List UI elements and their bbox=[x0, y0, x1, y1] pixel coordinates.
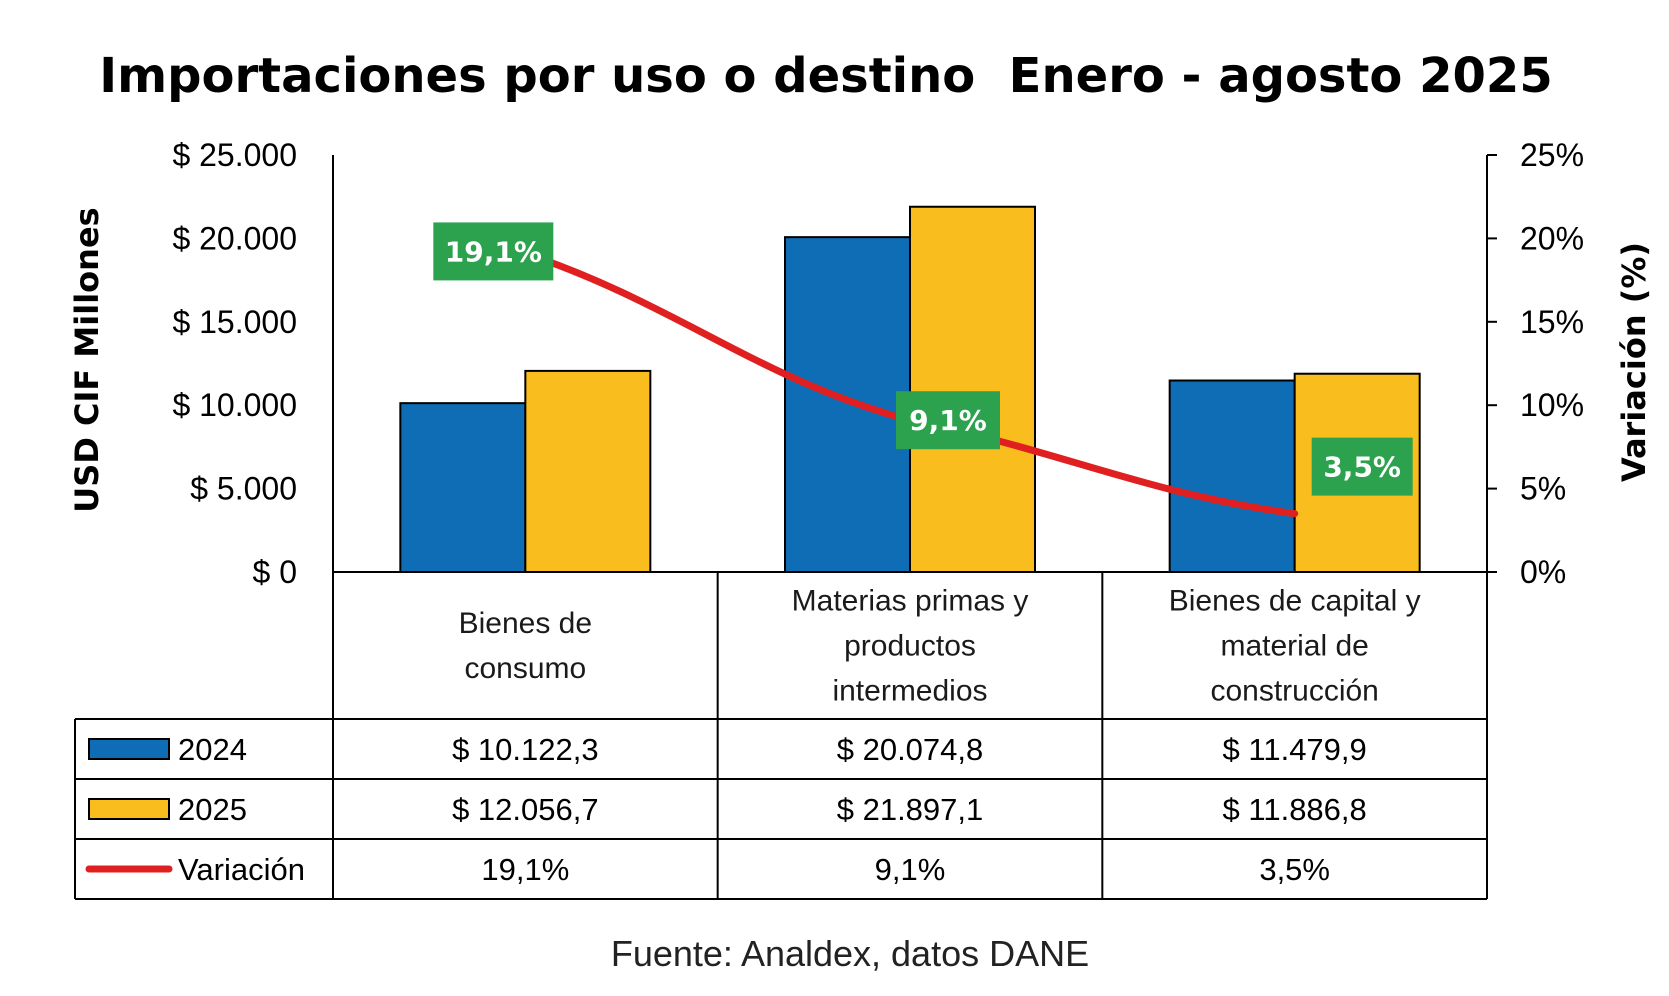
chart-title: Importaciones por uso o destino Enero - … bbox=[99, 48, 1552, 104]
table-cell: 3,5% bbox=[1259, 852, 1330, 887]
bar-2025-2 bbox=[909, 205, 1036, 573]
y2-tick-label: 10% bbox=[1520, 387, 1584, 423]
table-cell: 19,1% bbox=[481, 852, 569, 887]
y-tick-label: $ 25.000 bbox=[172, 137, 297, 173]
data-label-box bbox=[1311, 437, 1413, 496]
data-label: 9,1% bbox=[909, 404, 987, 437]
data-table: Bienes de consumo Materias primas y product… bbox=[74, 571, 1488, 900]
y2-tick-label: 0% bbox=[1520, 554, 1566, 590]
table-cell: $ 21.897,1 bbox=[837, 792, 984, 827]
source-note: Fuente: Analdex, datos DANE bbox=[611, 933, 1089, 974]
y-tick-label: $ 20.000 bbox=[172, 220, 297, 256]
legend-swatch-2024 bbox=[88, 738, 170, 760]
legend-swatch-2025 bbox=[88, 798, 170, 820]
y-tick-label: $ 15.000 bbox=[172, 304, 297, 340]
category-label-line: Bienes de capital y bbox=[1169, 585, 1421, 618]
category-label-line: material de bbox=[1220, 630, 1368, 663]
y-tick-label: $ 0 bbox=[253, 554, 297, 590]
bar-2024-3 bbox=[1168, 379, 1296, 573]
bar-2025-1 bbox=[524, 369, 652, 574]
legend-label: 2024 bbox=[178, 732, 247, 767]
category-label: Bienes de consumo bbox=[459, 607, 592, 685]
table-cell: $ 11.886,8 bbox=[1223, 792, 1367, 827]
table-cell: $ 11.479,9 bbox=[1223, 732, 1367, 767]
category-label: Bienes de capital y material de construcci… bbox=[1169, 585, 1421, 708]
axes: $ 0 $ 5.000 $ 10.000 $ 15.000 $ 20.000 $ 25.0… bbox=[172, 137, 1584, 590]
category-label-line: intermedios bbox=[832, 675, 987, 708]
data-label: 19,1% bbox=[445, 235, 542, 268]
legend-label: Variación bbox=[178, 852, 305, 887]
table-cell: $ 20.074,8 bbox=[837, 732, 984, 767]
table-cell: 9,1% bbox=[875, 852, 946, 887]
category-label-line: productos bbox=[844, 630, 976, 663]
table-cell: $ 10.122,3 bbox=[452, 732, 599, 767]
category-label-line: construcción bbox=[1210, 675, 1378, 708]
bar-2024-1 bbox=[399, 402, 527, 573]
category-label-line: Bienes de bbox=[459, 607, 592, 640]
y-tick-label: $ 5.000 bbox=[190, 471, 297, 507]
y2-tick-label: 20% bbox=[1520, 220, 1584, 256]
legend-label: 2025 bbox=[178, 792, 247, 827]
data-label-box bbox=[896, 391, 1000, 450]
y-axis-title: USD CIF Millones bbox=[68, 207, 106, 512]
y2-axis-title: Variación (%) bbox=[1615, 242, 1653, 482]
data-label-box bbox=[433, 222, 554, 281]
variation-series: 19,1% 9,1% 3,5% bbox=[433, 222, 1413, 518]
y2-tick-label: 5% bbox=[1520, 471, 1566, 507]
category-label-line: consumo bbox=[464, 652, 586, 685]
category-label-line: Materias primas y bbox=[792, 585, 1029, 618]
table-cell: $ 12.056,7 bbox=[452, 792, 599, 827]
y2-tick-label: 25% bbox=[1520, 137, 1584, 173]
y-tick-label: $ 10.000 bbox=[172, 387, 297, 423]
data-label: 3,5% bbox=[1323, 451, 1401, 484]
y2-tick-label: 15% bbox=[1520, 304, 1584, 340]
category-label: Materias primas y productos intermedios bbox=[792, 585, 1029, 708]
bar-2024-2 bbox=[784, 236, 911, 573]
